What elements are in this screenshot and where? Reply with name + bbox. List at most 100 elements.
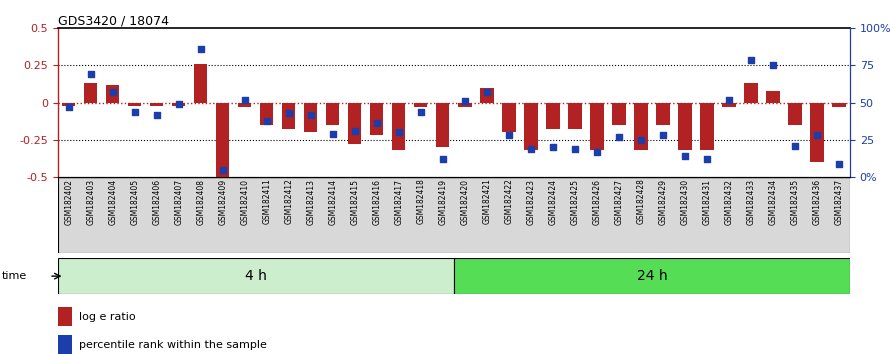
Bar — [832, 103, 846, 107]
Text: GSM182408: GSM182408 — [197, 178, 206, 224]
Point — [392, 130, 406, 135]
Bar — [260, 103, 273, 125]
Point — [788, 143, 802, 149]
Point — [348, 128, 362, 134]
Bar — [744, 83, 757, 103]
Point — [832, 161, 846, 166]
Point — [611, 134, 626, 140]
Text: GSM182433: GSM182433 — [747, 178, 756, 225]
Bar — [173, 103, 185, 105]
Text: GSM182434: GSM182434 — [768, 178, 778, 225]
Text: percentile rank within the sample: percentile rank within the sample — [79, 340, 267, 350]
Point — [546, 144, 560, 150]
Text: 4 h: 4 h — [245, 269, 267, 283]
Bar — [789, 103, 802, 125]
Bar — [414, 103, 427, 107]
Point — [502, 132, 516, 138]
Text: GSM182406: GSM182406 — [152, 178, 161, 225]
Point — [765, 63, 780, 68]
Point — [524, 146, 538, 152]
Point — [369, 121, 384, 126]
Text: GSM182425: GSM182425 — [570, 178, 579, 224]
Bar — [304, 103, 318, 132]
Text: GSM182435: GSM182435 — [790, 178, 799, 225]
Text: GSM182420: GSM182420 — [460, 178, 469, 224]
Point — [722, 97, 736, 103]
Bar — [723, 103, 735, 107]
Point — [194, 46, 208, 52]
Bar — [216, 103, 230, 177]
Text: GSM182418: GSM182418 — [417, 178, 425, 224]
Text: GSM182417: GSM182417 — [394, 178, 403, 224]
Point — [678, 153, 692, 159]
Text: GSM182414: GSM182414 — [328, 178, 337, 224]
Point — [700, 156, 714, 162]
Text: time: time — [2, 271, 27, 281]
Bar — [58, 335, 72, 354]
Point — [414, 109, 428, 114]
Text: GSM182427: GSM182427 — [614, 178, 623, 224]
Bar — [150, 103, 164, 105]
Bar — [282, 103, 295, 130]
Text: GSM182405: GSM182405 — [130, 178, 140, 225]
Point — [106, 90, 120, 95]
Bar — [546, 103, 560, 130]
Text: GSM182413: GSM182413 — [306, 178, 315, 224]
Point — [150, 112, 164, 118]
Point — [303, 112, 318, 118]
Bar — [678, 103, 692, 150]
Text: GSM182428: GSM182428 — [636, 178, 645, 224]
Point — [282, 110, 296, 116]
Point — [744, 57, 758, 62]
Text: GSM182423: GSM182423 — [526, 178, 536, 224]
Bar — [58, 258, 454, 294]
Text: GSM182415: GSM182415 — [351, 178, 360, 224]
Text: GSM182426: GSM182426 — [593, 178, 602, 224]
Text: GSM182409: GSM182409 — [218, 178, 227, 225]
Point — [457, 98, 472, 104]
Bar — [612, 103, 626, 125]
Point — [260, 118, 274, 123]
Bar — [458, 103, 472, 107]
Text: GSM182402: GSM182402 — [64, 178, 73, 224]
Text: 24 h: 24 h — [636, 269, 668, 283]
Text: GSM182410: GSM182410 — [240, 178, 249, 224]
Text: GSM182412: GSM182412 — [285, 178, 294, 224]
Text: log e ratio: log e ratio — [79, 312, 136, 322]
Text: GSM182404: GSM182404 — [109, 178, 117, 225]
Point — [215, 167, 230, 172]
Point — [172, 101, 186, 107]
Bar — [656, 103, 669, 125]
Text: GDS3420 / 18074: GDS3420 / 18074 — [58, 14, 169, 27]
Bar — [348, 103, 361, 144]
Bar — [106, 85, 119, 103]
Text: GSM182431: GSM182431 — [702, 178, 711, 224]
Bar — [370, 103, 384, 135]
Point — [656, 132, 670, 138]
Bar — [62, 103, 76, 105]
Bar — [194, 64, 207, 103]
Bar — [635, 103, 648, 150]
Bar — [436, 103, 449, 147]
Point — [61, 104, 76, 110]
Point — [436, 156, 450, 162]
Point — [810, 132, 824, 138]
Text: GSM182421: GSM182421 — [482, 178, 491, 224]
Bar — [569, 103, 581, 130]
Text: GSM182432: GSM182432 — [724, 178, 733, 224]
Point — [568, 146, 582, 152]
Bar — [85, 83, 98, 103]
Text: GSM182416: GSM182416 — [372, 178, 382, 224]
Bar — [524, 103, 538, 150]
Bar — [700, 103, 714, 150]
Text: GSM182411: GSM182411 — [263, 178, 271, 224]
Bar — [766, 91, 780, 103]
Point — [238, 97, 252, 103]
Text: GSM182429: GSM182429 — [659, 178, 668, 224]
Point — [84, 72, 98, 77]
Point — [480, 90, 494, 95]
Point — [326, 131, 340, 137]
Bar — [327, 103, 339, 125]
Bar — [590, 103, 603, 150]
Text: GSM182419: GSM182419 — [439, 178, 448, 224]
